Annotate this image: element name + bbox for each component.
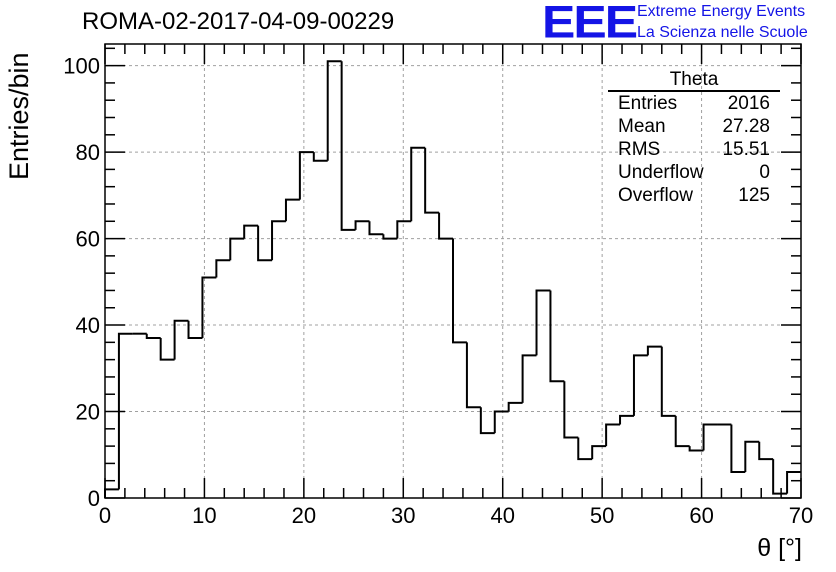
histogram-bin	[479, 407, 495, 435]
histogram-bin	[772, 459, 788, 495]
histogram-bin	[104, 488, 119, 498]
histogram-bin	[786, 471, 801, 494]
logo-line-2: La Scienza nelle Scuole	[637, 24, 808, 41]
y-axis-label: Entries/bin	[4, 52, 34, 180]
histogram-bin	[257, 225, 273, 262]
histogram-bin	[660, 346, 676, 417]
histogram-bin	[674, 415, 690, 448]
y-tick-label: 40	[76, 313, 100, 338]
histogram-bin	[159, 338, 175, 361]
histogram-bin	[744, 440, 760, 473]
histogram-bin	[271, 220, 286, 261]
stats-label: Overflow	[618, 185, 693, 206]
histogram-bin	[688, 446, 704, 452]
x-tick-label: 20	[292, 503, 316, 528]
axes-frame	[104, 43, 802, 499]
histogram-bin	[229, 237, 245, 261]
histogram-bin	[201, 276, 217, 339]
stats-row: Overflow 125	[612, 184, 778, 207]
histogram-bin	[117, 332, 133, 490]
histogram-bin	[730, 424, 746, 474]
histogram-bin	[549, 290, 565, 383]
eee-logo: EEE	[542, 0, 638, 48]
axis-ticks	[104, 44, 802, 499]
histogram-bin	[577, 437, 593, 461]
histogram-bin	[396, 220, 412, 239]
stats-value: 2016	[727, 93, 770, 114]
stats-row: Underflow 0	[612, 161, 778, 184]
plot-frame	[104, 43, 802, 499]
histogram-bin	[424, 147, 440, 214]
stats-value: 15.51	[722, 139, 770, 160]
y-tick-label: 80	[76, 140, 100, 165]
histogram-bin	[284, 198, 300, 222]
x-tick-label: 60	[689, 503, 713, 528]
stats-row: Entries 2016	[612, 92, 778, 115]
x-tick-label: 40	[490, 503, 514, 528]
y-tick-label: 0	[88, 486, 100, 511]
histogram-bin	[173, 319, 189, 360]
histogram-bin	[591, 445, 607, 460]
histogram-bin	[326, 60, 342, 161]
histogram-bin	[410, 146, 426, 222]
stats-label: RMS	[618, 139, 661, 160]
x-tick-label: 0	[99, 503, 111, 528]
histogram-bin	[298, 151, 314, 200]
histogram-bin	[702, 423, 718, 451]
histogram-bin	[521, 354, 537, 403]
histogram-bin	[465, 342, 481, 409]
histogram-bin	[535, 289, 551, 356]
histogram-bin	[382, 234, 398, 240]
y-tick-label: 60	[76, 227, 100, 252]
histogram-bin	[312, 152, 328, 162]
stats-title: Theta	[608, 70, 780, 92]
histogram-bin	[646, 345, 662, 356]
x-tick-label: 10	[192, 503, 216, 528]
stats-label: Entries	[618, 93, 678, 114]
histogram-bin	[493, 410, 509, 434]
tick-labels: 0 10 20 30 40 50 60 70 0 20 40 60 80 100	[63, 54, 813, 528]
histogram-bin	[619, 414, 634, 425]
plot-title: ROMA-02-2017-04-09-00229	[82, 8, 395, 35]
x-tick-label: 70	[789, 503, 813, 528]
stats-label: Underflow	[618, 162, 704, 183]
histogram-bin	[452, 238, 467, 344]
histogram-bin	[368, 221, 384, 236]
stats-value: 27.28	[722, 116, 770, 137]
stats-row: RMS 15.51	[612, 138, 778, 161]
x-tick-label: 50	[590, 503, 614, 528]
stats-box: Theta Entries 2016 Mean 27.28 RMS 15.51 …	[608, 70, 780, 207]
x-axis-label: θ [°]	[757, 534, 802, 562]
stats-row: Mean 27.28	[612, 115, 778, 138]
histogram-series	[104, 60, 801, 498]
histogram-bin	[215, 259, 231, 278]
x-tick-label: 30	[391, 503, 415, 528]
histogram-bin	[758, 441, 774, 461]
y-tick-label: 20	[76, 400, 100, 425]
histogram-bin	[507, 401, 523, 412]
stats-value: 125	[738, 185, 770, 206]
histogram-bin	[605, 423, 621, 447]
histogram-bin	[354, 220, 370, 230]
stats-value: 0	[759, 162, 770, 183]
stats-label: Mean	[618, 116, 666, 137]
histogram-bin	[340, 61, 356, 231]
histogram-bin	[243, 224, 259, 239]
histogram-bin	[632, 354, 648, 416]
logo-line-1: Extreme Energy Events	[637, 3, 806, 20]
histogram-bin	[187, 320, 203, 340]
y-tick-label: 100	[63, 54, 100, 79]
histogram-bin	[438, 212, 453, 240]
histogram-bin	[563, 381, 579, 439]
histogram-bin	[145, 333, 161, 340]
